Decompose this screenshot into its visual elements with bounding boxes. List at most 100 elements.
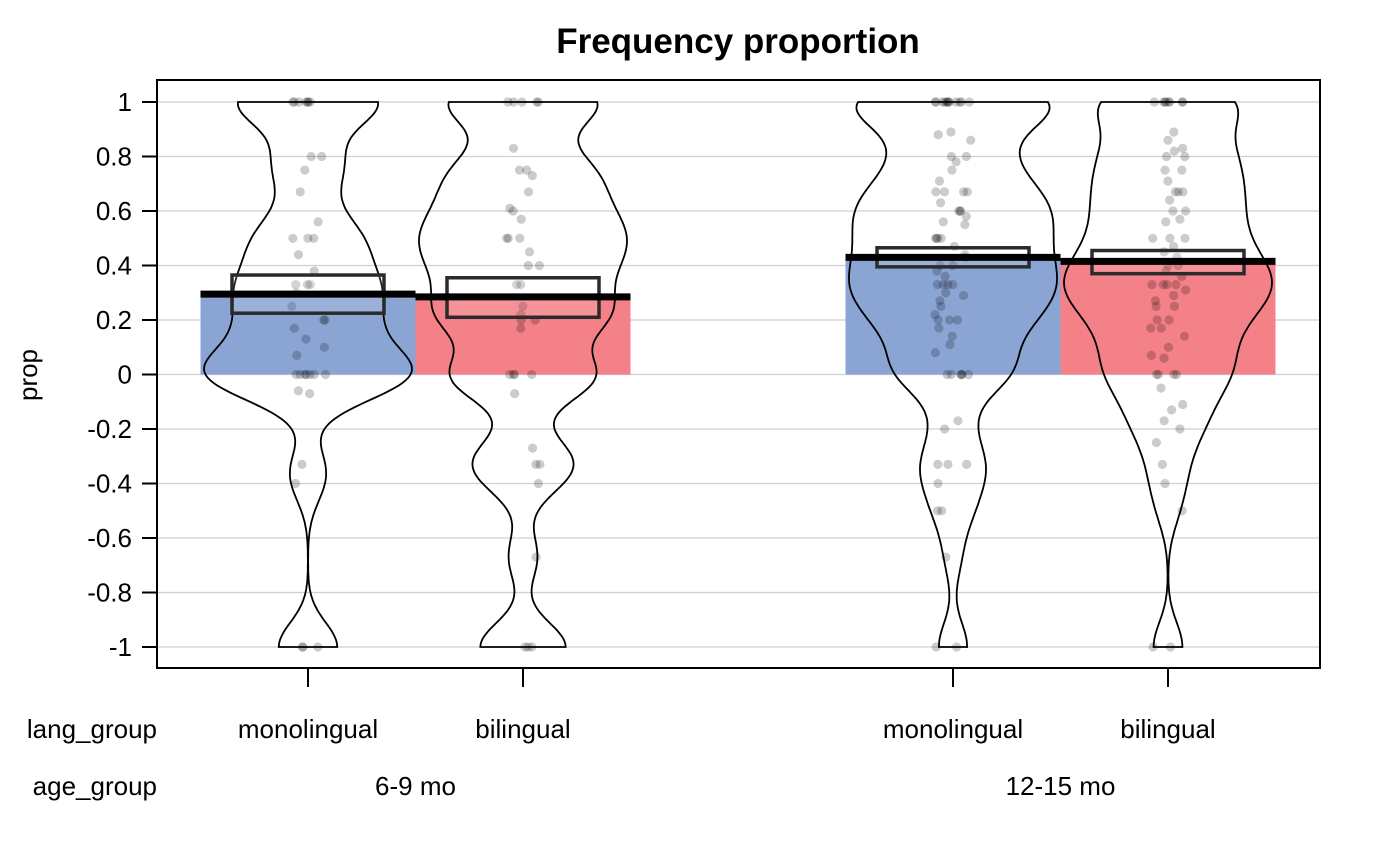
point-2-45 (938, 280, 948, 290)
point-0-14 (303, 233, 313, 243)
y-tick-label-3: 0.4 (96, 251, 132, 281)
point-1-36 (527, 642, 537, 652)
point-2-46 (941, 288, 951, 298)
point-0-23 (320, 315, 330, 325)
point-2-6 (956, 97, 967, 107)
point-3-0 (1161, 97, 1171, 107)
point-1-0 (503, 97, 513, 107)
point-0-1 (305, 97, 315, 107)
point-3-27 (1165, 233, 1175, 243)
point-2-70 (932, 506, 943, 516)
point-2-66 (943, 459, 953, 469)
point-2-30 (960, 220, 970, 230)
point-2-32 (931, 233, 941, 243)
point-2-49 (936, 301, 946, 311)
point-3-26 (1180, 233, 1190, 243)
point-3-47 (1146, 323, 1156, 333)
point-3-36 (1147, 280, 1157, 290)
point-3-59 (1159, 416, 1169, 426)
y-tick-label-9: -0.8 (87, 578, 132, 608)
point-3-10 (1178, 143, 1188, 153)
point-1-11 (508, 206, 518, 216)
point-2-71 (937, 506, 947, 516)
point-0-7 (317, 151, 327, 162)
point-3-19 (1178, 187, 1188, 197)
point-2-34 (931, 233, 941, 243)
point-2-13 (933, 130, 943, 140)
point-2-43 (932, 280, 942, 290)
point-0-22 (319, 315, 329, 325)
factor-label-age-group: age_group (33, 771, 157, 801)
point-1-27 (508, 369, 519, 380)
point-3-23 (1175, 214, 1185, 224)
x-axis: monolingual bilingual monolingual bilingual… (238, 668, 1216, 801)
point-2-58 (957, 369, 967, 380)
point-3-62 (1157, 459, 1167, 469)
bars (200, 257, 1276, 375)
point-2-5 (955, 97, 965, 107)
point-1-14 (502, 233, 512, 243)
point-2-3 (938, 97, 948, 107)
point-0-13 (288, 233, 298, 243)
point-0-29 (305, 369, 315, 380)
point-2-33 (933, 233, 943, 243)
point-1-30 (510, 389, 520, 399)
point-1-38 (520, 642, 530, 652)
point-3-58 (1167, 405, 1177, 415)
point-3-16 (1163, 176, 1173, 186)
point-3-48 (1179, 331, 1190, 341)
point-0-10 (295, 187, 305, 197)
point-3-35 (1171, 280, 1181, 290)
point-3-15 (1160, 165, 1170, 175)
point-1-20 (516, 280, 526, 290)
point-1-31 (528, 443, 538, 453)
point-2-54 (934, 323, 944, 333)
point-1-4 (517, 97, 527, 107)
point-1-13 (503, 233, 513, 243)
point-2-27 (954, 206, 964, 216)
point-2-29 (938, 217, 948, 227)
factor-label-lang-group: lang_group (27, 714, 157, 744)
point-2-26 (955, 206, 965, 216)
point-3-61 (1151, 438, 1161, 448)
point-2-15 (946, 151, 957, 162)
point-2-40 (932, 266, 942, 276)
point-3-18 (1173, 187, 1183, 197)
point-0-3 (294, 97, 304, 107)
point-3-4 (1164, 97, 1174, 107)
point-3-38 (1162, 280, 1172, 290)
point-2-62 (963, 369, 974, 380)
point-1-21 (518, 301, 528, 311)
point-2-48 (935, 296, 945, 306)
point-2-31 (936, 233, 946, 243)
violins (203, 101, 1273, 648)
mean-lines (200, 253, 1276, 301)
point-2-65 (940, 424, 950, 434)
y-tick-label-4: 0.2 (96, 305, 132, 335)
point-2-0 (931, 97, 941, 107)
point-3-55 (1172, 369, 1182, 380)
age-group-label-0: 6-9 mo (375, 771, 456, 801)
point-2-4 (944, 97, 954, 107)
point-3-40 (1169, 290, 1179, 301)
point-2-7 (940, 97, 950, 107)
point-0-8 (306, 151, 316, 162)
chart-title: Frequency proportion (556, 22, 920, 61)
point-1-26 (509, 369, 520, 380)
lang-group-label-0: monolingual (238, 714, 378, 744)
point-0-25 (301, 334, 311, 344)
y-axis-title: prop (13, 349, 43, 401)
point-3-13 (1180, 151, 1190, 162)
point-2-56 (945, 339, 955, 350)
point-2-14 (966, 135, 976, 145)
point-0-4 (301, 97, 311, 107)
y-tick-label-5: 0 (118, 360, 132, 390)
point-2-28 (961, 211, 971, 221)
point-2-73 (931, 642, 941, 652)
point-1-29 (505, 369, 515, 380)
point-0-2 (289, 97, 299, 107)
point-0-11 (313, 217, 323, 227)
point-2-59 (946, 369, 956, 380)
point-0-18 (305, 280, 315, 290)
point-3-22 (1168, 206, 1178, 216)
